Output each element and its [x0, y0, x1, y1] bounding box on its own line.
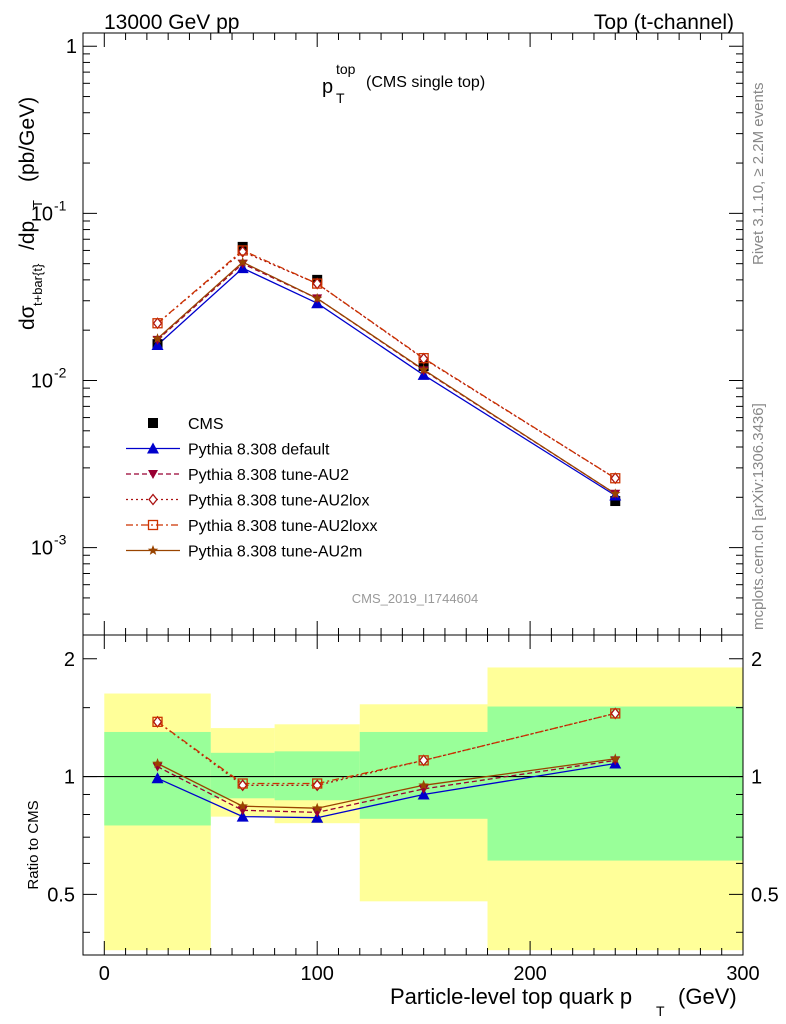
legend-pythia-8-308-tune-au2m-marker	[147, 545, 159, 555]
legend-pythia-8-308-default-marker	[147, 442, 159, 454]
x-tick-label: 100	[301, 963, 334, 985]
xlabel-main: Particle-level top quark p	[390, 984, 632, 1009]
main-plot: 110-110-210-3	[31, 32, 744, 636]
y-tick-label-exp: -1	[54, 197, 67, 213]
series-pythia-8-308-tune-au2lox-point	[152, 317, 163, 330]
y-tick-label-ratio-right: 2	[751, 649, 762, 671]
plot-title-main: p	[322, 76, 333, 98]
series-pythia-8-308-tune-au2m-point	[152, 333, 163, 344]
y-tick-label-exp: -3	[54, 532, 67, 548]
series-cms-point	[610, 496, 621, 507]
header-right: Top (t-channel)	[594, 11, 734, 34]
ratio-pythia-8-308-default-point	[151, 772, 164, 784]
series-pythia-8-308-tune-au2m-point	[418, 364, 429, 375]
plot-title-sup: top	[336, 61, 356, 77]
y-tick-label: 10	[31, 538, 53, 560]
ratio-plot: 0.5 0.5 1 1 2 2 0 100 200 300	[47, 634, 779, 985]
plot-title: p top T (CMS single top)	[322, 61, 485, 106]
ylabel-sub: t+bar{t}	[30, 263, 45, 306]
series-pythia-8-308-tune-au2loxx-point	[237, 245, 248, 256]
ratio-pythia-8-308-default-point	[417, 788, 430, 800]
y-tick-label-ratio-right: 0.5	[751, 884, 779, 906]
ratio-pythia-8-308-tune-au2m-point	[312, 802, 323, 813]
legend-pythia-8-308-tune-au2loxx-marker	[147, 519, 159, 531]
ratio-pythia-8-308-tune-au2m-point	[418, 779, 429, 790]
uncertainty-band-green	[274, 751, 360, 801]
y-tick-label-ratio: 2	[64, 649, 75, 671]
legend: CMS Pythia 8.308 default Pythia 8.308 tune…	[126, 416, 377, 561]
series-pythia-8-308-tune-au2lox-point	[418, 352, 429, 365]
series-pythia-8-308-tune-au2lox-point	[610, 472, 621, 485]
legend-pythia-8-308-tune-au2-label: Pythia 8.308 tune-AU2	[188, 467, 349, 484]
legend-pythia-8-308-tune-au2lox-label: Pythia 8.308 tune-AU2lox	[188, 493, 369, 510]
ratio-pythia-8-308-tune-au2loxx-point	[418, 755, 429, 766]
y-tick-label-ratio-right: 1	[751, 767, 762, 789]
ratio-frame	[82, 634, 744, 956]
series-pythia-8-308-tune-au2m-point	[312, 292, 323, 303]
legend-pythia-8-308-tune-au2lox-marker	[148, 493, 158, 506]
ratio-pythia-8-308-tune-au2-point	[418, 784, 429, 794]
y-tick-label-exp: -2	[54, 364, 67, 380]
ratio-pythia-8-308-default-point	[236, 810, 249, 822]
rivet-label: Rivet 3.1.10, ≥ 2.2M events	[750, 83, 767, 266]
legend-pythia-8-308-default-label: Pythia 8.308 default	[188, 442, 330, 459]
xlabel-sub: T	[656, 1003, 665, 1019]
plot-title-rest: (CMS single top)	[366, 74, 485, 91]
ratio-pythia-8-308-tune-au2loxx-point	[152, 716, 163, 727]
main-frame	[82, 32, 744, 636]
y-tick-label: 1	[66, 36, 77, 58]
legend-cms-marker	[148, 418, 158, 428]
legend-cms-label: CMS	[188, 416, 224, 433]
x-axis-label: Particle-level top quark p T (GeV)	[390, 984, 737, 1019]
ratio-pythia-8-308-tune-au2m-point	[237, 800, 248, 811]
series-pythia-8-308-tune-au2-line	[157, 262, 616, 495]
mcplots-label: mcplots.cern.ch [arXiv:1306.3436]	[750, 403, 767, 630]
y-tick-label: 10	[31, 370, 53, 392]
y-axis-label-main: dσ t+bar{t} /dp T (pb/GeV)	[16, 97, 45, 330]
ratio-pythia-8-308-tune-au2loxx-point	[610, 708, 621, 719]
y-tick-label: 10	[31, 203, 53, 225]
series-pythia-8-308-tune-au2m-point	[237, 256, 248, 267]
xlabel-unit: (GeV)	[678, 984, 737, 1009]
uncertainty-band-green	[210, 752, 275, 799]
uncertainty-band-green	[359, 731, 488, 819]
uncertainty-band-green	[487, 706, 743, 861]
ylabel-sub-t: T	[30, 200, 45, 208]
legend-pythia-8-308-tune-au2loxx-label: Pythia 8.308 tune-AU2loxx	[188, 518, 377, 535]
x-tick-label: 200	[513, 963, 546, 985]
y-axis-label-ratio: Ratio to CMS	[25, 800, 42, 889]
series-pythia-8-308-tune-au2loxx-point	[610, 473, 621, 484]
y-tick-label-ratio: 0.5	[47, 884, 75, 906]
legend-pythia-8-308-tune-au2-marker	[148, 470, 158, 479]
ratio-pythia-8-308-tune-au2-point	[152, 762, 163, 772]
ratio-pythia-8-308-tune-au2loxx-point	[312, 778, 323, 789]
series-pythia-8-308-tune-au2loxx-point	[418, 353, 429, 364]
series-pythia-8-308-tune-au2m-point	[610, 488, 621, 499]
legend-pythia-8-308-tune-au2m-label: Pythia 8.308 tune-AU2m	[188, 544, 362, 561]
x-tick-label: 300	[726, 963, 759, 985]
ratio-pythia-8-308-tune-au2m-point	[610, 753, 621, 764]
x-tick-label: 0	[99, 963, 110, 985]
ylabel-rest: /dp	[16, 221, 39, 250]
ratio-pythia-8-308-tune-au2loxx-point	[237, 778, 248, 789]
series-pythia-8-308-tune-au2loxx-point	[312, 278, 323, 289]
y-tick-label-ratio: 1	[64, 767, 75, 789]
series-pythia-8-308-tune-au2loxx-point	[152, 318, 163, 329]
header-left: 13000 GeV pp	[104, 11, 239, 34]
series-pythia-8-308-tune-au2m-line	[157, 261, 616, 495]
series-pythia-8-308-tune-au2lox-point	[237, 245, 248, 258]
ratio-pythia-8-308-tune-au2m-point	[152, 758, 163, 768]
series-pythia-8-308-default-line	[157, 267, 616, 497]
analysis-id: CMS_2019_I1744604	[352, 591, 479, 606]
ratio-pythia-8-308-tune-au2loxx-line	[157, 712, 616, 785]
ylabel-unit: (pb/GeV)	[16, 97, 39, 182]
ylabel-dsigma: dσ	[16, 305, 39, 330]
plot-title-sub: T	[336, 90, 345, 106]
